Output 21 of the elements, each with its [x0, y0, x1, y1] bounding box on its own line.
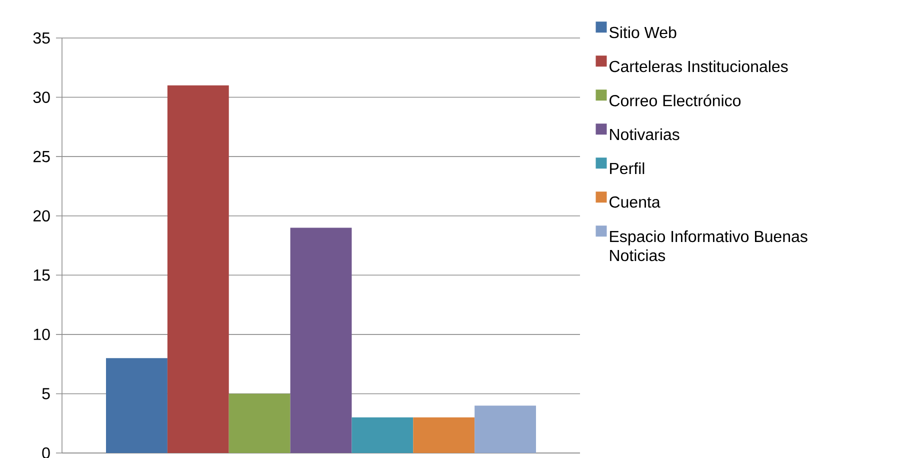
bar — [352, 417, 414, 453]
y-tick-label: 15 — [34, 270, 50, 281]
y-tick-label: 25 — [33, 150, 50, 162]
legend-label: Espacio Informativo Buenas Noticias — [610, 230, 808, 262]
y-tick-label: 20 — [33, 210, 50, 222]
bar — [106, 358, 168, 453]
bar — [474, 406, 536, 453]
legend-label: Carteleras Institucionales — [610, 60, 788, 72]
bar — [290, 228, 352, 453]
legend-label: Notivarias — [610, 128, 680, 140]
legend-label: Sitio Web — [609, 26, 676, 38]
legend-label: Perfil — [610, 162, 644, 174]
bar — [413, 417, 475, 453]
bar — [228, 394, 290, 453]
legend-label: Cuenta — [610, 196, 660, 208]
y-tick-label: 5 — [42, 388, 50, 400]
bar — [167, 85, 229, 453]
y-tick-label: 30 — [33, 92, 50, 103]
y-tick-label: 10 — [34, 328, 50, 340]
y-tick-label: 35 — [33, 32, 50, 44]
legend-label: Correo Electrónico — [610, 94, 741, 106]
